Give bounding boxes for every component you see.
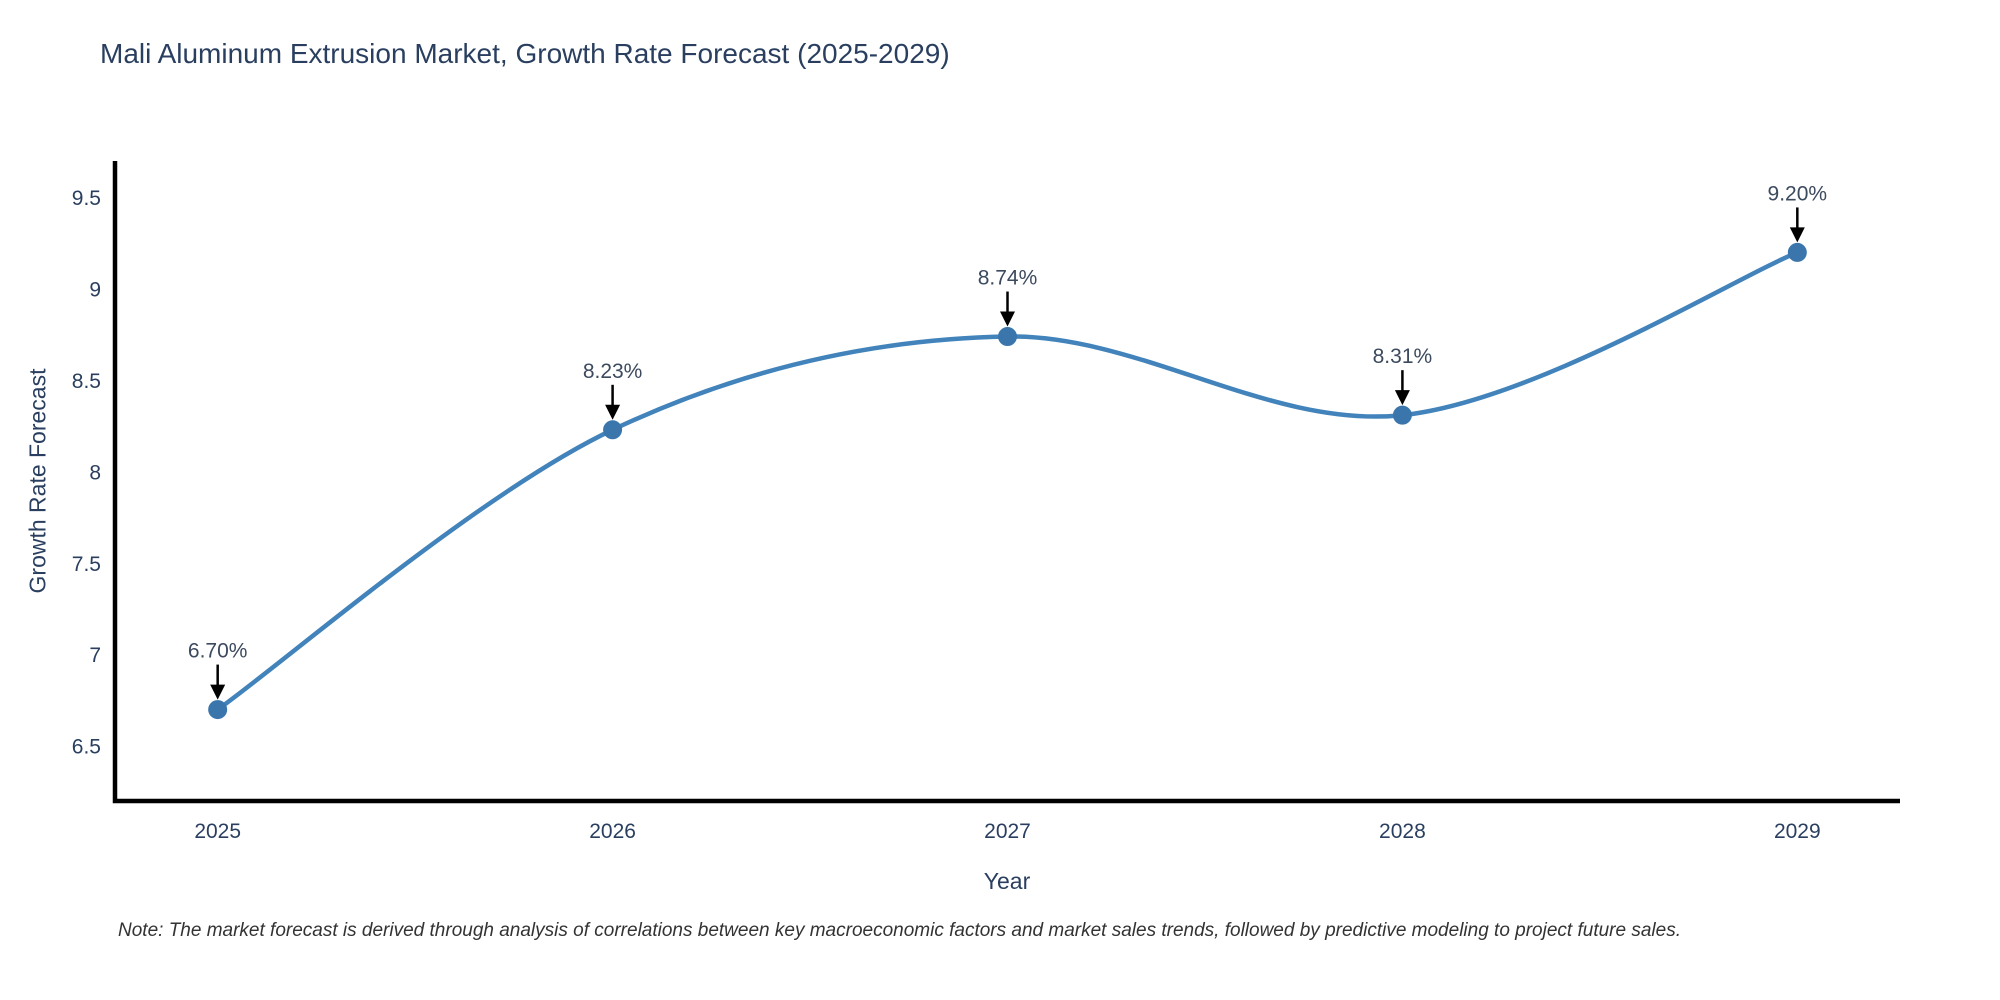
annotation-arrowhead bbox=[1789, 227, 1805, 243]
annotation-arrowhead bbox=[210, 684, 226, 700]
annotation-label: 9.20% bbox=[1768, 182, 1828, 205]
y-tick-label: 7.5 bbox=[72, 553, 101, 576]
x-tick-label: 2029 bbox=[1774, 820, 1821, 843]
x-tick-label: 2025 bbox=[194, 820, 241, 843]
annotation-label: 8.31% bbox=[1373, 345, 1433, 368]
annotation-arrowhead bbox=[1000, 311, 1015, 327]
annotation-arrowhead bbox=[605, 404, 621, 420]
data-point-marker bbox=[998, 327, 1017, 347]
data-point-marker bbox=[1392, 405, 1412, 425]
annotation-label: 8.74% bbox=[978, 267, 1038, 290]
x-tick-label: 2026 bbox=[589, 820, 636, 843]
footnote: Note: The market forecast is derived thr… bbox=[118, 920, 1681, 941]
y-tick-label: 8 bbox=[89, 461, 101, 484]
annotation-label: 8.23% bbox=[583, 360, 643, 383]
y-axis-title: Growth Rate Forecast bbox=[24, 368, 51, 594]
axis-lines bbox=[112, 161, 1900, 804]
y-tick-label: 9 bbox=[89, 279, 101, 302]
x-tick-label: 2028 bbox=[1379, 820, 1426, 843]
y-tick-label: 9.5 bbox=[72, 187, 101, 210]
x-tick-label: 2027 bbox=[984, 820, 1031, 843]
chart-title: Mali Aluminum Extrusion Market, Growth R… bbox=[100, 38, 950, 69]
y-tick-label: 8.5 bbox=[72, 370, 101, 393]
x-axis-title: Year bbox=[983, 868, 1031, 894]
y-tick-label: 6.5 bbox=[72, 736, 101, 759]
data-point-marker bbox=[208, 700, 228, 720]
data-point-marker bbox=[603, 420, 623, 440]
annotation-label: 6.70% bbox=[188, 640, 248, 663]
annotation-arrowhead bbox=[1394, 390, 1410, 406]
y-tick-label: 7 bbox=[89, 644, 101, 667]
data-point-marker bbox=[1787, 242, 1807, 262]
